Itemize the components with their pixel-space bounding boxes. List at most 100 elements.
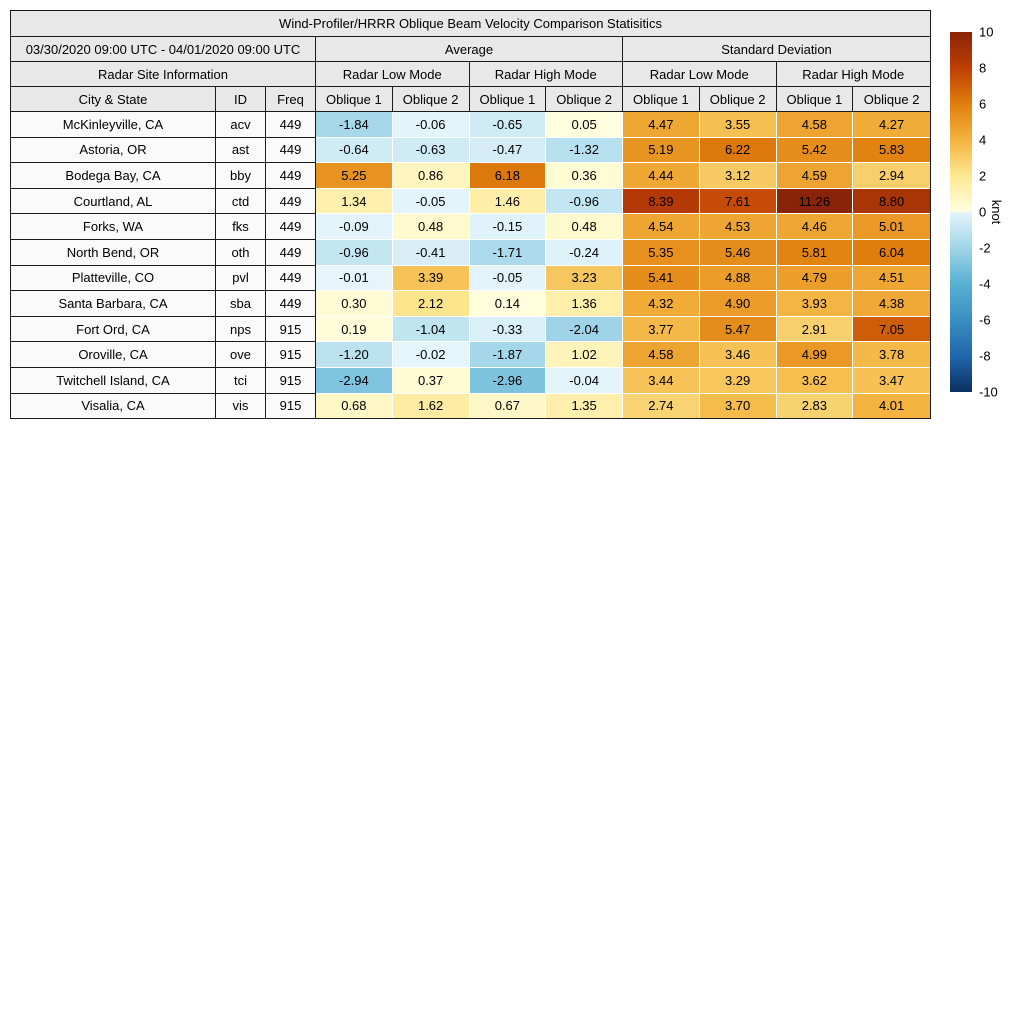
avg-value-cell: 1.35 bbox=[546, 393, 623, 419]
avg-value-cell: 0.05 bbox=[546, 112, 623, 138]
colorbar-tick-label: 10 bbox=[979, 24, 994, 40]
avg-value-cell: 1.34 bbox=[316, 188, 393, 215]
avg-value-cell: 0.36 bbox=[546, 163, 623, 189]
city-cell: North Bend, OR bbox=[11, 239, 216, 266]
freq-cell: 449 bbox=[266, 137, 316, 164]
avg-value-cell: 1.02 bbox=[546, 342, 623, 368]
std-value-cell: 3.55 bbox=[699, 112, 777, 138]
std-value-cell: 3.70 bbox=[699, 393, 777, 419]
city-cell: Platteville, CO bbox=[11, 265, 216, 292]
city-cell: Fort Ord, CA bbox=[11, 316, 216, 343]
avg-low-mode-header: Radar Low Mode bbox=[316, 62, 470, 87]
std-value-cell: 7.61 bbox=[699, 188, 777, 215]
colorbar-tick-label: 4 bbox=[979, 132, 987, 148]
std-value-cell: 3.47 bbox=[853, 367, 930, 394]
avg-value-cell: 0.37 bbox=[392, 367, 470, 394]
std-value-cell: 4.58 bbox=[623, 342, 700, 368]
date-range: 03/30/2020 09:00 UTC - 04/01/2020 09:00 … bbox=[11, 37, 316, 62]
colorbar-tick-label: 2 bbox=[979, 168, 987, 184]
std-value-cell: 4.88 bbox=[699, 265, 777, 292]
avg-value-cell: -1.84 bbox=[316, 112, 393, 138]
freq-cell: 915 bbox=[266, 316, 316, 343]
group-std-header: Standard Deviation bbox=[623, 37, 930, 62]
avg-value-cell: -0.01 bbox=[316, 265, 393, 292]
std-value-cell: 5.81 bbox=[776, 239, 854, 266]
table-row: Twitchell Island, CA tci 915 -2.94 0.37 -2.96… bbox=[11, 367, 930, 394]
avg-value-cell: -1.04 bbox=[392, 316, 470, 343]
group-average-header: Average bbox=[316, 37, 623, 62]
table-row: Forks, WA fks 449 -0.09 0.48 -0.15 0.48 4.54 4.5… bbox=[11, 214, 930, 240]
std-value-cell: 4.59 bbox=[776, 163, 854, 189]
table-row: North Bend, OR oth 449 -0.96 -0.41 -1.71 -0.24… bbox=[11, 239, 930, 266]
std-value-cell: 4.38 bbox=[853, 291, 930, 317]
std-value-cell: 3.93 bbox=[776, 291, 854, 317]
table-row: Fort Ord, CA nps 915 0.19 -1.04 -0.33 -2.04 3.7… bbox=[11, 316, 930, 343]
freq-cell: 915 bbox=[266, 393, 316, 419]
table-row: Platteville, CO pvl 449 -0.01 3.39 -0.05 3.23 5… bbox=[11, 265, 930, 292]
avg-value-cell: -0.47 bbox=[469, 137, 547, 164]
table-row: Astoria, OR ast 449 -0.64 -0.63 -0.47 -1.32 5.1… bbox=[11, 137, 930, 164]
avg-value-cell: -0.96 bbox=[316, 239, 393, 266]
col-oblique2-header: Oblique 2 bbox=[392, 87, 470, 112]
site-id-cell: fks bbox=[216, 214, 266, 240]
city-cell: Twitchell Island, CA bbox=[11, 367, 216, 394]
freq-cell: 449 bbox=[266, 112, 316, 138]
std-value-cell: 4.54 bbox=[623, 214, 700, 240]
avg-value-cell: 0.14 bbox=[469, 291, 547, 317]
group-header-row: 03/30/2020 09:00 UTC - 04/01/2020 09:00 … bbox=[11, 37, 930, 62]
site-id-cell: bby bbox=[216, 163, 266, 189]
stats-table: Wind-Profiler/HRRR Oblique Beam Velocity… bbox=[10, 10, 931, 420]
std-value-cell: 2.94 bbox=[853, 163, 930, 189]
city-cell: Forks, WA bbox=[11, 214, 216, 240]
avg-value-cell: 2.12 bbox=[392, 291, 470, 317]
city-cell: McKinleyville, CA bbox=[11, 112, 216, 138]
std-high-mode-header: Radar High Mode bbox=[776, 62, 930, 87]
title-row: Wind-Profiler/HRRR Oblique Beam Velocity… bbox=[11, 11, 930, 37]
avg-value-cell: 1.62 bbox=[392, 393, 470, 419]
std-value-cell: 8.80 bbox=[853, 188, 930, 215]
std-value-cell: 4.51 bbox=[853, 265, 930, 292]
avg-value-cell: -0.09 bbox=[316, 214, 393, 240]
avg-value-cell: 0.48 bbox=[546, 214, 623, 240]
col-city-header: City & State bbox=[11, 87, 216, 112]
avg-value-cell: 0.30 bbox=[316, 291, 393, 317]
avg-value-cell: 3.39 bbox=[392, 265, 470, 292]
std-value-cell: 11.26 bbox=[776, 188, 854, 215]
avg-value-cell: -1.87 bbox=[469, 342, 547, 368]
site-id-cell: vis bbox=[216, 393, 266, 419]
site-id-cell: nps bbox=[216, 316, 266, 343]
std-value-cell: 6.22 bbox=[699, 137, 777, 164]
freq-cell: 915 bbox=[266, 367, 316, 394]
std-value-cell: 8.39 bbox=[623, 188, 700, 215]
site-id-cell: sba bbox=[216, 291, 266, 317]
avg-value-cell: 6.18 bbox=[469, 163, 547, 189]
city-cell: Visalia, CA bbox=[11, 393, 216, 419]
std-value-cell: 4.27 bbox=[853, 112, 930, 138]
table-title: Wind-Profiler/HRRR Oblique Beam Velocity… bbox=[11, 11, 930, 37]
colorbar-gradient bbox=[950, 32, 972, 392]
site-id-cell: pvl bbox=[216, 265, 266, 292]
avg-value-cell: 3.23 bbox=[546, 265, 623, 292]
std-value-cell: 4.79 bbox=[776, 265, 854, 292]
avg-value-cell: 0.86 bbox=[392, 163, 470, 189]
avg-value-cell: -1.20 bbox=[316, 342, 393, 368]
avg-value-cell: -1.32 bbox=[546, 137, 623, 164]
site-id-cell: ast bbox=[216, 137, 266, 164]
std-value-cell: 3.62 bbox=[776, 367, 854, 394]
std-value-cell: 4.44 bbox=[623, 163, 700, 189]
table-body: McKinleyville, CA acv 449 -1.84 -0.06 -0.65 0.… bbox=[11, 112, 930, 419]
city-cell: Santa Barbara, CA bbox=[11, 291, 216, 317]
std-value-cell: 3.77 bbox=[623, 316, 700, 343]
city-cell: Courtland, AL bbox=[11, 188, 216, 215]
table-row: Bodega Bay, CA bby 449 5.25 0.86 6.18 0.36 4.44… bbox=[11, 163, 930, 189]
std-value-cell: 5.47 bbox=[699, 316, 777, 343]
site-id-cell: ctd bbox=[216, 188, 266, 215]
std-value-cell: 4.32 bbox=[623, 291, 700, 317]
table-row: Courtland, AL ctd 449 1.34 -0.05 1.46 -0.96 8.3… bbox=[11, 188, 930, 215]
freq-cell: 449 bbox=[266, 163, 316, 189]
std-value-cell: 5.83 bbox=[853, 137, 930, 164]
colorbar-tick-label: -8 bbox=[979, 348, 991, 364]
std-value-cell: 3.29 bbox=[699, 367, 777, 394]
avg-value-cell: -0.05 bbox=[469, 265, 547, 292]
